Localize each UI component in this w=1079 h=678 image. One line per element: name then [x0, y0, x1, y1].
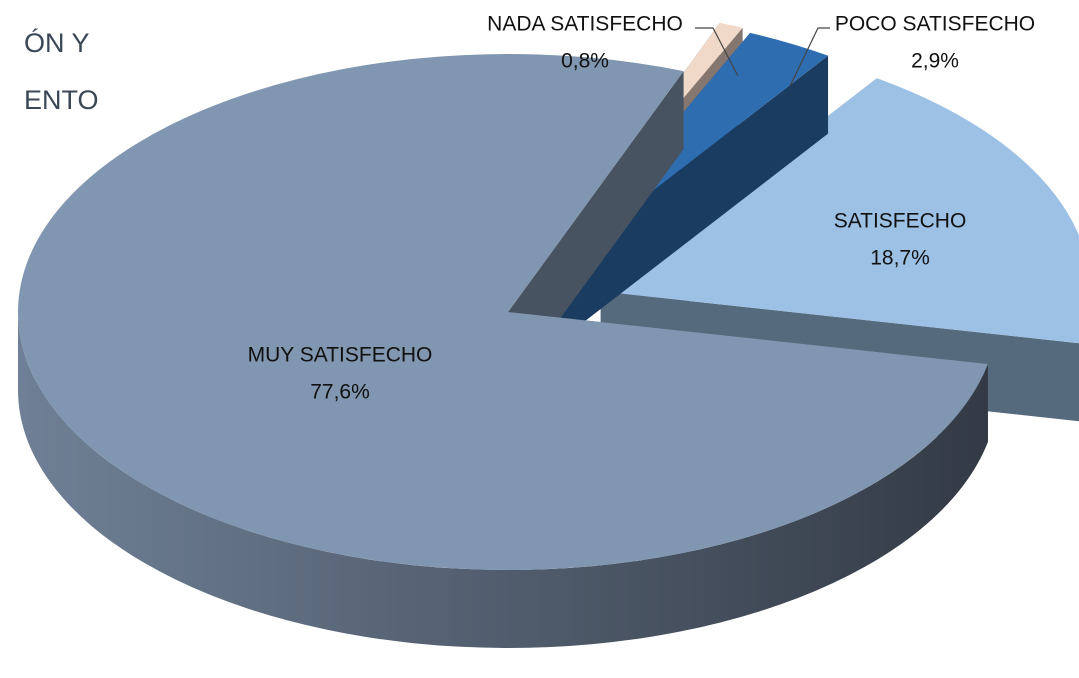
title-line: ÓN Y	[24, 27, 90, 58]
slice-value-label: 0,8%	[561, 50, 609, 73]
title-line: ENTO	[24, 85, 99, 115]
slice-label: SATISFECHO	[834, 210, 967, 233]
slice-value-label: 77,6%	[310, 381, 370, 404]
leader-line	[695, 27, 739, 77]
slice-side	[18, 312, 988, 648]
slice	[600, 78, 1079, 344]
slice-face	[551, 55, 829, 347]
slice-label: POCO SATISFECHO	[835, 13, 1035, 36]
pie	[17, 22, 1079, 648]
slice-label: NADA SATISFECHO	[487, 13, 683, 36]
slice-face	[508, 71, 684, 390]
slice-value-label: 2,9%	[911, 50, 959, 73]
leader-line	[789, 27, 830, 87]
slice-value-label: 18,7%	[870, 247, 930, 270]
slice-label: MUY SATISFECHO	[248, 344, 433, 367]
slice	[17, 53, 988, 570]
